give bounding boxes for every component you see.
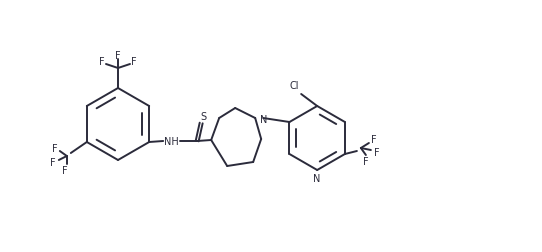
Text: F: F [374, 147, 380, 158]
Text: F: F [115, 51, 121, 61]
Text: F: F [371, 135, 377, 144]
Text: F: F [50, 158, 56, 167]
Text: N: N [313, 173, 321, 183]
Text: F: F [99, 57, 105, 67]
Text: Cl: Cl [289, 81, 299, 91]
Text: F: F [62, 165, 68, 175]
Text: F: F [131, 57, 137, 67]
Text: F: F [52, 143, 57, 153]
Text: S: S [200, 112, 207, 121]
Text: NH: NH [164, 137, 178, 146]
Text: F: F [363, 156, 369, 166]
Text: N: N [260, 115, 268, 124]
